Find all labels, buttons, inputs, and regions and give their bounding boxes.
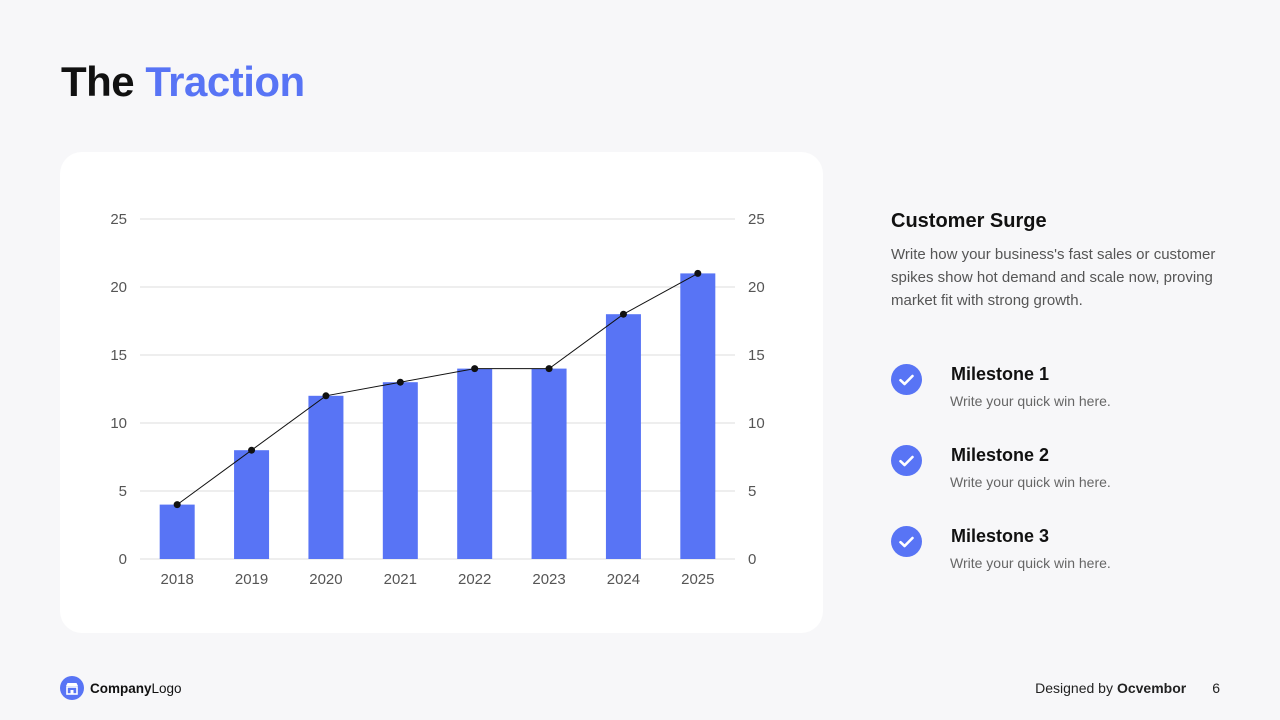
line-point [396, 378, 404, 386]
x-tick-label: 2021 [384, 571, 417, 588]
milestone-title: Milestone 2 [951, 445, 1050, 465]
series-line [176, 272, 699, 506]
y-tick-label: 10 [110, 415, 127, 432]
x-tick-label: 2024 [607, 571, 640, 588]
y-tick-label: 5 [119, 483, 127, 500]
footer-credits: Designed by Ocvembor 6 [1035, 680, 1220, 696]
y2-tick-label: 5 [748, 483, 756, 500]
logo-text-rest: Logo [151, 680, 182, 696]
y-tick-label: 20 [110, 279, 127, 296]
check-icon [891, 526, 922, 557]
milestone-desc: Write your quick win here. [950, 393, 1111, 409]
milestone-desc: Write your quick win here. [950, 555, 1111, 571]
y-tick-label: 0 [119, 551, 127, 568]
chart-card: 0 0 5 5 10 10 15 15 20 20 25 25 2018 2019 2020 2021 2022… [60, 152, 823, 633]
bar [680, 273, 716, 559]
x-tick-label: 2022 [458, 571, 491, 588]
line-point [173, 501, 181, 509]
line-point [322, 392, 330, 400]
page-number: 6 [1212, 680, 1220, 696]
bar [531, 368, 567, 559]
milestone-title: Milestone 3 [951, 526, 1050, 546]
x-tick-label: 2020 [309, 571, 342, 588]
title-text: The [61, 58, 135, 105]
y-tick-label: 25 [110, 211, 127, 228]
milestone-desc: Write your quick win here. [950, 474, 1111, 490]
company-logo: CompanyLogo [60, 676, 182, 700]
y-tick-label: 15 [110, 347, 127, 364]
x-tick-label: 2025 [681, 571, 714, 588]
bar [308, 395, 344, 559]
y2-tick-label: 15 [748, 347, 765, 364]
line-point [248, 446, 256, 454]
title-accent-text: Traction [145, 58, 305, 105]
y2-tick-label: 0 [748, 551, 756, 568]
check-icon [891, 364, 922, 395]
line-point [545, 365, 553, 373]
y2-tick-label: 25 [748, 211, 765, 228]
line-point [471, 365, 479, 373]
bar [382, 382, 418, 559]
page-title: The Traction [61, 58, 305, 106]
y2-tick-label: 10 [748, 415, 765, 432]
side-panel: Customer Surge Write how your business's… [891, 210, 1231, 312]
store-icon [60, 676, 84, 700]
line-point [619, 310, 627, 318]
logo-text-bold: Company [90, 680, 152, 696]
x-tick-label: 2018 [161, 571, 194, 588]
designed-by-label: Designed by [1035, 680, 1113, 696]
x-tick-label: 2019 [235, 571, 268, 588]
side-body-text: Write how your business's fast sales or … [891, 246, 1216, 309]
bar [234, 450, 270, 559]
y2-tick-label: 20 [748, 279, 765, 296]
logo-text: CompanyLogo [90, 681, 182, 696]
designer-name: Ocvembor [1116, 680, 1187, 696]
milestone-list: Milestone 1 Write your quick win here. M… [891, 362, 1231, 605]
check-icon [891, 445, 922, 476]
bar [605, 314, 641, 559]
side-heading: Customer Surge [891, 210, 1047, 232]
line-point [694, 269, 702, 277]
milestone-title: Milestone 1 [951, 364, 1050, 384]
bar [457, 368, 493, 559]
milestone-item: Milestone 1 Write your quick win here. [891, 362, 1231, 443]
x-tick-label: 2023 [532, 571, 565, 588]
milestone-item: Milestone 3 Write your quick win here. [891, 524, 1231, 605]
bar [159, 504, 195, 559]
milestone-item: Milestone 2 Write your quick win here. [891, 443, 1231, 524]
